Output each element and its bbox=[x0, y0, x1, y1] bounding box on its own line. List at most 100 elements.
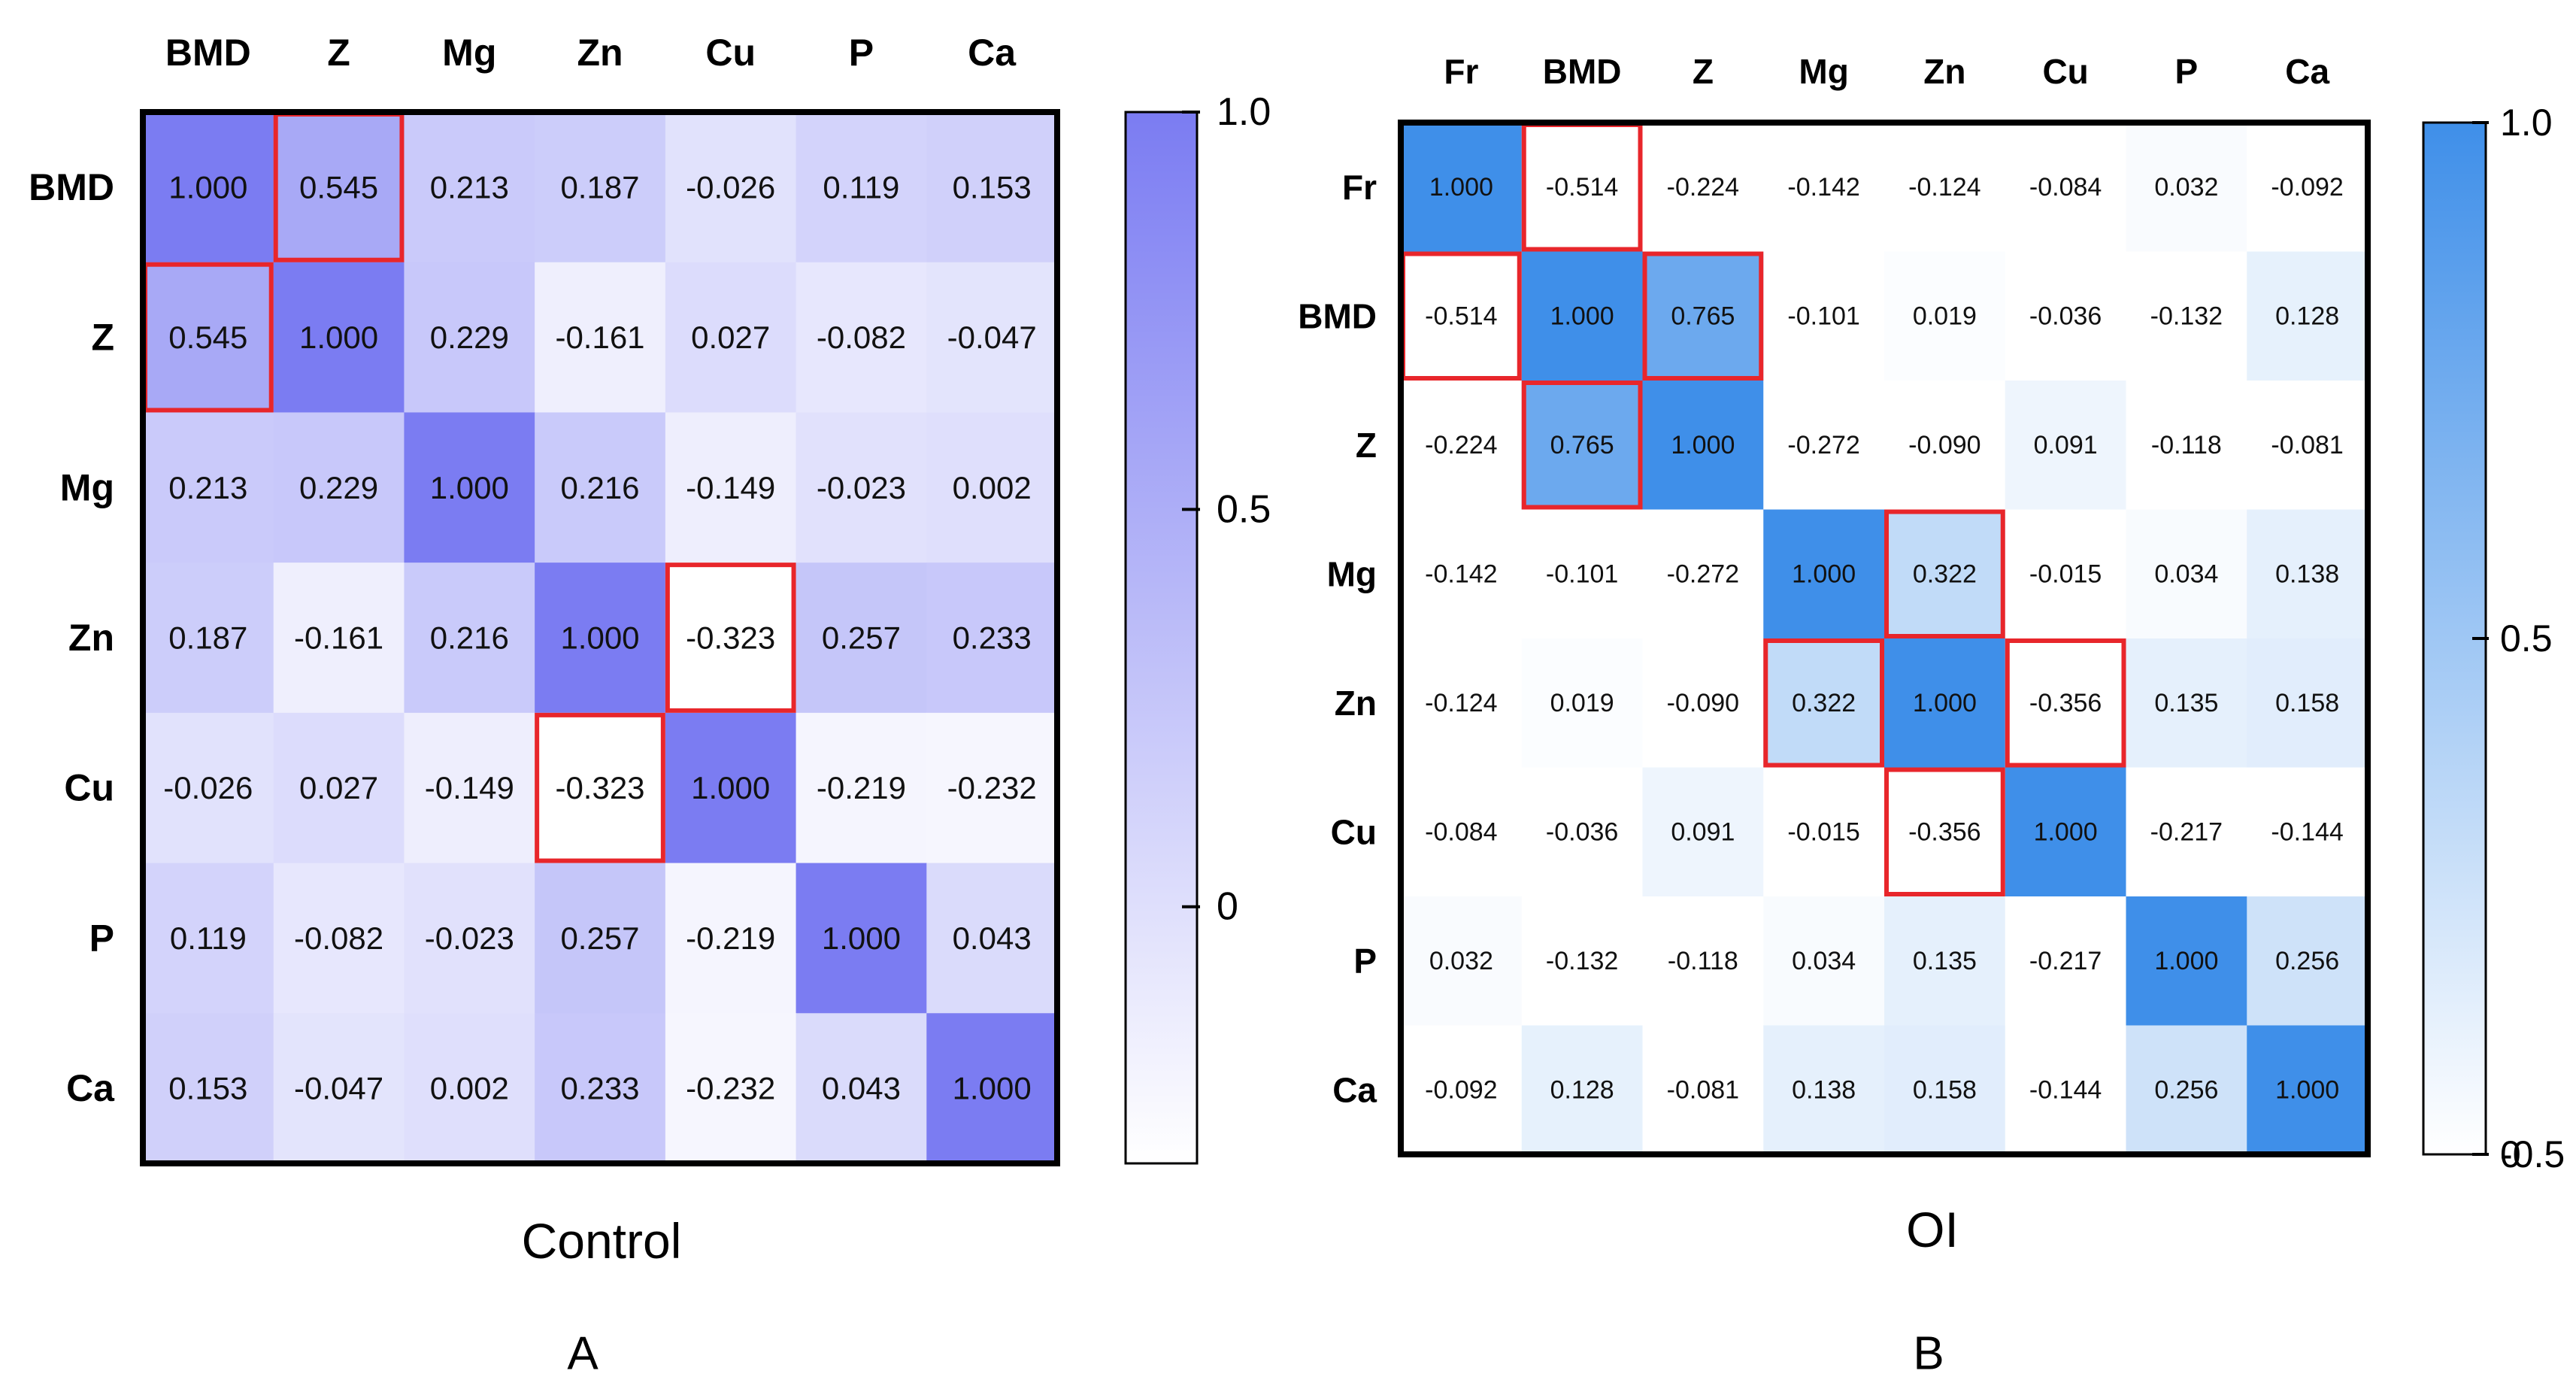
heatmap-cell bbox=[665, 262, 797, 414]
heatmap-cell bbox=[143, 112, 274, 263]
cell-value-label: 1.000 bbox=[168, 169, 247, 205]
heatmap-cell bbox=[2126, 638, 2247, 769]
cell-value-label: -0.149 bbox=[425, 770, 514, 805]
heatmap-cell bbox=[535, 1013, 666, 1164]
cell-value-label: -0.081 bbox=[1667, 1075, 1739, 1104]
cell-value-label: -0.023 bbox=[425, 920, 514, 956]
heatmap-cell bbox=[796, 412, 927, 563]
colorbar-tick-label: 0.5 bbox=[1217, 487, 1271, 531]
cell-value-label: -0.015 bbox=[1787, 817, 1859, 846]
heatmap-cell bbox=[404, 712, 535, 864]
heatmap-cell bbox=[2247, 1025, 2368, 1155]
cell-value-label: 1.000 bbox=[2154, 947, 2218, 975]
cell-value-label: -0.082 bbox=[294, 920, 383, 956]
colorbar-tick-label: -0.5 bbox=[2500, 1133, 2565, 1175]
cell-value-label: 1.000 bbox=[822, 920, 901, 956]
cell-value-label: 0.019 bbox=[1550, 689, 1614, 717]
cell-value-label: 0.153 bbox=[168, 1071, 247, 1106]
heatmap-cell bbox=[273, 112, 405, 263]
panel-title: Control bbox=[522, 1213, 682, 1269]
highlight-box bbox=[1884, 767, 2005, 896]
heatmap-cell bbox=[404, 1013, 535, 1164]
colorbar-tick-label: 1.0 bbox=[1217, 90, 1271, 134]
heatmap-cell bbox=[1884, 1025, 2006, 1155]
heatmap-cell bbox=[404, 262, 535, 414]
cell-value-label: -0.132 bbox=[2150, 302, 2223, 330]
heatmap-cell bbox=[273, 1013, 405, 1164]
row-header: Ca bbox=[66, 1067, 115, 1109]
panel-letter: A bbox=[567, 1328, 599, 1380]
column-header: P bbox=[2175, 52, 2199, 91]
heatmap-cell bbox=[2126, 896, 2247, 1027]
heatmap-cell bbox=[1642, 251, 1764, 381]
cell-value-label: -0.224 bbox=[1425, 431, 1497, 459]
cell-value-label: -0.149 bbox=[686, 470, 775, 505]
cell-value-label: -0.224 bbox=[1667, 173, 1739, 202]
heatmap-cell bbox=[2005, 509, 2127, 639]
row-header: Cu bbox=[1331, 812, 1377, 851]
cell-value-label: -0.272 bbox=[1667, 560, 1739, 588]
cell-value-label: -0.219 bbox=[686, 920, 775, 956]
heatmap-cell bbox=[1763, 251, 1885, 381]
heatmap-cell bbox=[1884, 381, 2006, 511]
cell-value-label: -0.514 bbox=[1425, 302, 1497, 330]
heatmap-cell bbox=[143, 412, 274, 563]
heatmap-cell bbox=[796, 863, 927, 1014]
highlight-box bbox=[535, 712, 665, 863]
heatmap-cell bbox=[143, 712, 274, 864]
heatmap-cell bbox=[1884, 767, 2006, 897]
cell-value-label: 0.043 bbox=[822, 1071, 901, 1106]
row-header: Mg bbox=[60, 466, 114, 508]
column-header: Z bbox=[1693, 52, 1714, 91]
heatmap-cell bbox=[1642, 509, 1764, 639]
cell-value-label: 0.119 bbox=[823, 169, 899, 205]
cell-value-label: -0.356 bbox=[1908, 817, 1980, 846]
cell-value-label: 0.765 bbox=[1550, 431, 1614, 459]
heatmap-cell bbox=[143, 863, 274, 1014]
cell-value-label: -0.161 bbox=[294, 620, 383, 656]
cell-value-label: 0.091 bbox=[1671, 817, 1735, 846]
cell-value-label: -0.082 bbox=[817, 320, 906, 355]
highlight-box bbox=[1642, 251, 1764, 381]
cell-value-label: 0.138 bbox=[1792, 1075, 1856, 1104]
colorbar-tick-label: 1.0 bbox=[2500, 102, 2553, 144]
cell-value-label: -0.142 bbox=[1425, 560, 1497, 588]
column-header: Cu bbox=[2042, 52, 2088, 91]
heatmap-cell bbox=[796, 563, 927, 714]
panel-b-oi-heatmap: 1.000 -0.514 -0.224 -0.142 -0.124 -0.084 0.032… bbox=[1298, 52, 2565, 1380]
row-header: Zn bbox=[68, 617, 114, 659]
heatmap-cell bbox=[535, 863, 666, 1014]
heatmap-cell bbox=[2005, 1025, 2127, 1155]
cell-value-label: 0.002 bbox=[953, 470, 1032, 505]
panel-title: OI bbox=[1906, 1202, 1959, 1257]
cell-value-label: 0.027 bbox=[691, 320, 770, 355]
cell-value-label: -0.090 bbox=[1908, 431, 1980, 459]
heatmap-cell bbox=[1401, 638, 1523, 769]
heatmap-cell bbox=[1642, 381, 1764, 511]
heatmap-cell bbox=[1401, 896, 1523, 1027]
heatmap-cell bbox=[143, 262, 274, 414]
cell-value-label: 0.027 bbox=[299, 770, 378, 805]
cell-value-label: 0.043 bbox=[953, 920, 1032, 956]
heatmap-cell bbox=[926, 112, 1058, 263]
cell-value-label: 0.256 bbox=[2154, 1075, 2218, 1104]
cell-value-label: 0.216 bbox=[560, 470, 639, 505]
heatmap-cell bbox=[2005, 896, 2127, 1027]
cell-value-label: -0.047 bbox=[294, 1071, 383, 1106]
heatmap-cell bbox=[273, 863, 405, 1014]
heatmap-cell bbox=[1401, 767, 1523, 897]
heatmap-cell bbox=[1884, 896, 2006, 1027]
row-header: Z bbox=[1356, 426, 1377, 465]
heatmap-cell bbox=[1884, 251, 2006, 381]
heatmap-cell bbox=[273, 563, 405, 714]
heatmap-cell bbox=[2247, 767, 2368, 897]
row-header: Fr bbox=[1342, 168, 1377, 207]
column-header: Zn bbox=[1923, 52, 1965, 91]
cell-value-label: 0.545 bbox=[168, 320, 247, 355]
cell-value-label: 0.765 bbox=[1671, 302, 1735, 330]
cell-value-label: 0.229 bbox=[430, 320, 509, 355]
cell-value-label: 0.187 bbox=[560, 169, 639, 205]
heatmap-cell bbox=[796, 1013, 927, 1164]
cell-value-label: 1.000 bbox=[2275, 1075, 2339, 1104]
cell-value-label: -0.090 bbox=[1667, 689, 1739, 717]
